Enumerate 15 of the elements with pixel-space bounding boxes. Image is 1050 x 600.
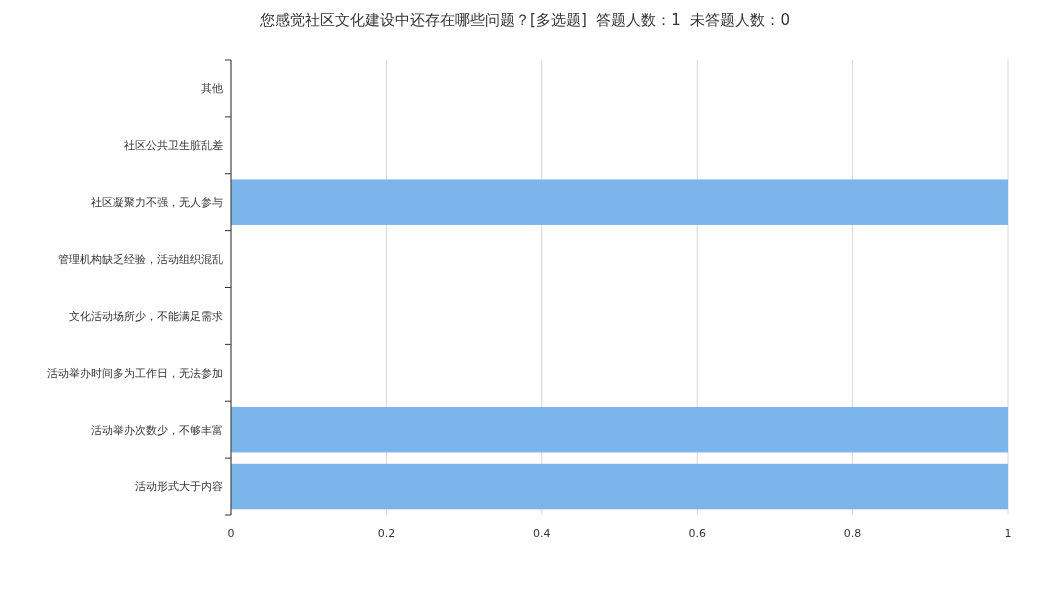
y-tick-label: 活动形式大于内容: [135, 480, 223, 494]
x-tick-label: 0.4: [533, 527, 551, 540]
x-tick-label: 0.2: [377, 527, 396, 540]
y-tick-label: 其他: [201, 82, 223, 96]
x-tick-label: 0.6: [688, 527, 706, 540]
y-tick-label: 活动举办时间多为工作日，无法参加: [47, 366, 223, 380]
y-tick-label: 活动举办次数少，不够丰富: [91, 423, 223, 437]
chart-title: 您感觉社区文化建设中还存在哪些问题？[多选题] 答题人数：1 未答题人数：0: [259, 11, 790, 29]
y-tick-label: 社区公共卫生脏乱差: [124, 139, 223, 153]
x-tick-label: 1: [1004, 527, 1012, 540]
y-tick-label: 文化活动场所少，不能满足需求: [69, 309, 223, 323]
y-tick-label: 社区凝聚力不强，无人参与: [91, 196, 223, 210]
x-tick-label: 0: [227, 527, 235, 540]
x-tick-label: 0.8: [843, 527, 862, 540]
y-tick-label: 管理机构缺乏经验，活动组织混乱: [58, 252, 223, 266]
